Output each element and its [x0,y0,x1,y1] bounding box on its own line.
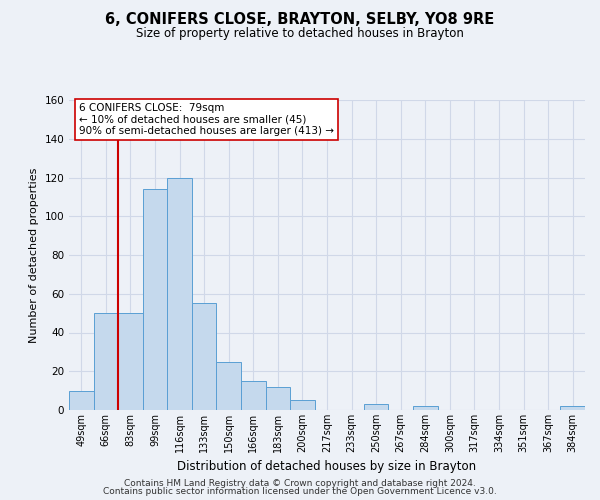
Bar [266,387,290,410]
Bar [69,390,94,410]
Bar [413,406,437,410]
X-axis label: Distribution of detached houses by size in Brayton: Distribution of detached houses by size … [178,460,476,473]
Bar [560,406,585,410]
Bar [167,178,192,410]
Bar [118,313,143,410]
Text: 6 CONIFERS CLOSE:  79sqm
← 10% of detached houses are smaller (45)
90% of semi-d: 6 CONIFERS CLOSE: 79sqm ← 10% of detache… [79,103,334,136]
Bar [217,362,241,410]
Text: Contains public sector information licensed under the Open Government Licence v3: Contains public sector information licen… [103,488,497,496]
Bar [364,404,388,410]
Text: Contains HM Land Registry data © Crown copyright and database right 2024.: Contains HM Land Registry data © Crown c… [124,478,476,488]
Text: 6, CONIFERS CLOSE, BRAYTON, SELBY, YO8 9RE: 6, CONIFERS CLOSE, BRAYTON, SELBY, YO8 9… [106,12,494,28]
Y-axis label: Number of detached properties: Number of detached properties [29,168,39,342]
Bar [241,381,266,410]
Text: Size of property relative to detached houses in Brayton: Size of property relative to detached ho… [136,28,464,40]
Bar [143,189,167,410]
Bar [94,313,118,410]
Bar [290,400,315,410]
Bar [192,304,217,410]
